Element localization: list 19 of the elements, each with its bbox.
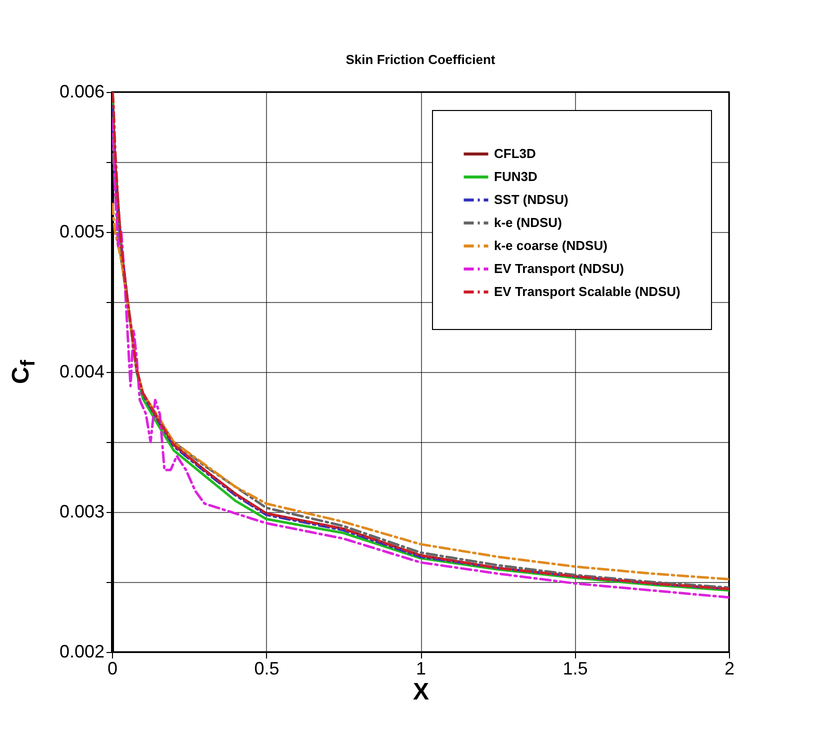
x-axis-title: X (412, 678, 430, 706)
legend-label: k-e coarse (NDSU) (494, 238, 608, 253)
x-tick-label: 1 (416, 658, 426, 678)
legend-label: EV Transport Scalable (NDSU) (494, 284, 680, 299)
legend-label: EV Transport (NDSU) (494, 261, 624, 276)
chart-title: Skin Friction Coefficient (346, 52, 496, 67)
y-tick-label: 0.006 (59, 82, 104, 102)
y-tick-label: 0.003 (59, 502, 104, 522)
y-tick-label: 0.005 (59, 222, 104, 242)
y-tick-label: 0.002 (59, 642, 104, 662)
legend-label: SST (NDSU) (494, 192, 568, 207)
y-tick-label: 0.004 (59, 362, 104, 382)
x-tick-label: 0.5 (254, 658, 280, 678)
x-tick-label: 2 (724, 658, 735, 678)
legend-label: k-e (NDSU) (494, 215, 562, 230)
x-tick-label: 1.5 (562, 658, 588, 678)
x-tick-label: 0 (107, 658, 118, 678)
legend-label: CFL3D (494, 146, 536, 161)
legend-label: FUN3D (494, 169, 538, 184)
